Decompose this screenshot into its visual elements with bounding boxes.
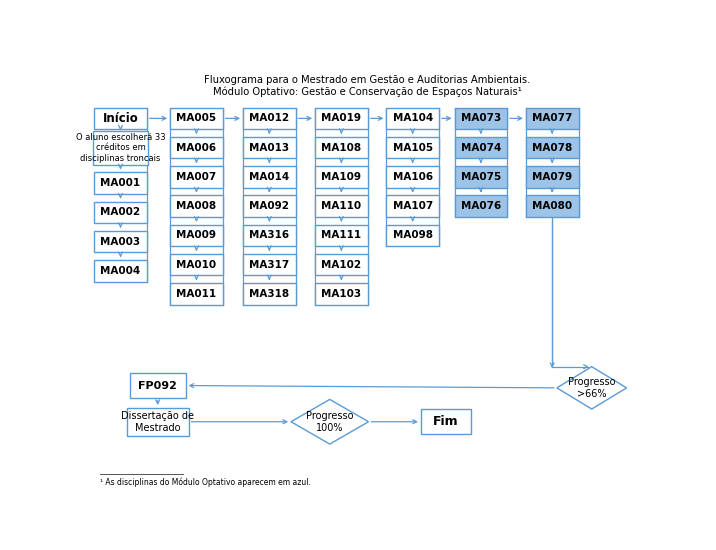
FancyBboxPatch shape — [243, 283, 296, 305]
FancyBboxPatch shape — [127, 408, 189, 436]
Text: MA014: MA014 — [249, 172, 289, 182]
FancyBboxPatch shape — [387, 108, 439, 129]
FancyBboxPatch shape — [243, 166, 296, 188]
Text: MA010: MA010 — [176, 260, 216, 270]
Text: MA013: MA013 — [249, 142, 289, 152]
Text: MA004: MA004 — [100, 266, 140, 276]
Text: MA105: MA105 — [392, 142, 432, 152]
Text: MA092: MA092 — [249, 201, 289, 211]
Text: MA102: MA102 — [321, 260, 362, 270]
Text: MA005: MA005 — [176, 113, 216, 123]
Text: MA077: MA077 — [532, 113, 572, 123]
FancyBboxPatch shape — [455, 137, 507, 158]
Text: Fim: Fim — [433, 415, 459, 428]
FancyBboxPatch shape — [94, 108, 147, 129]
FancyBboxPatch shape — [170, 195, 223, 217]
Text: MA006: MA006 — [176, 142, 216, 152]
FancyBboxPatch shape — [421, 409, 471, 434]
Text: O aluno escolherá 33
créditos em
disciplinas troncais: O aluno escolherá 33 créditos em discipl… — [76, 133, 165, 162]
FancyBboxPatch shape — [243, 108, 296, 129]
FancyBboxPatch shape — [315, 137, 368, 158]
Text: MA009: MA009 — [176, 230, 216, 240]
Text: MA073: MA073 — [461, 113, 501, 123]
Text: MA002: MA002 — [100, 207, 140, 217]
FancyBboxPatch shape — [94, 231, 147, 252]
FancyBboxPatch shape — [92, 131, 148, 164]
FancyBboxPatch shape — [315, 283, 368, 305]
Text: MA001: MA001 — [100, 178, 140, 188]
FancyBboxPatch shape — [387, 137, 439, 158]
Text: MA008: MA008 — [176, 201, 216, 211]
Text: MA076: MA076 — [461, 201, 501, 211]
Text: MA108: MA108 — [321, 142, 362, 152]
Text: Módulo Optativo: Gestão e Conservação de Espaços Naturais¹: Módulo Optativo: Gestão e Conservação de… — [213, 86, 521, 96]
FancyBboxPatch shape — [315, 224, 368, 246]
Text: MA107: MA107 — [392, 201, 432, 211]
FancyBboxPatch shape — [387, 224, 439, 246]
FancyBboxPatch shape — [455, 195, 507, 217]
FancyBboxPatch shape — [130, 373, 185, 398]
FancyBboxPatch shape — [94, 260, 147, 282]
FancyBboxPatch shape — [243, 254, 296, 276]
FancyBboxPatch shape — [170, 137, 223, 158]
Text: MA318: MA318 — [249, 289, 289, 299]
Text: FP092: FP092 — [138, 381, 177, 390]
FancyBboxPatch shape — [387, 166, 439, 188]
FancyBboxPatch shape — [387, 195, 439, 217]
Text: MA111: MA111 — [321, 230, 362, 240]
FancyBboxPatch shape — [315, 166, 368, 188]
Text: MA080: MA080 — [532, 201, 572, 211]
Text: MA012: MA012 — [249, 113, 289, 123]
FancyBboxPatch shape — [170, 108, 223, 129]
FancyBboxPatch shape — [170, 254, 223, 276]
FancyBboxPatch shape — [455, 108, 507, 129]
Polygon shape — [557, 367, 626, 409]
Text: MA103: MA103 — [321, 289, 362, 299]
FancyBboxPatch shape — [315, 108, 368, 129]
Text: MA098: MA098 — [392, 230, 432, 240]
FancyBboxPatch shape — [526, 108, 579, 129]
FancyBboxPatch shape — [243, 137, 296, 158]
Text: Progresso
100%: Progresso 100% — [306, 411, 354, 432]
Text: Início: Início — [102, 112, 138, 125]
FancyBboxPatch shape — [315, 195, 368, 217]
FancyBboxPatch shape — [170, 166, 223, 188]
FancyBboxPatch shape — [455, 166, 507, 188]
FancyBboxPatch shape — [94, 172, 147, 194]
FancyBboxPatch shape — [243, 195, 296, 217]
FancyBboxPatch shape — [526, 166, 579, 188]
Text: MA079: MA079 — [532, 172, 572, 182]
Text: MA109: MA109 — [321, 172, 362, 182]
FancyBboxPatch shape — [315, 254, 368, 276]
FancyBboxPatch shape — [526, 137, 579, 158]
Text: MA078: MA078 — [532, 142, 572, 152]
Text: MA104: MA104 — [392, 113, 432, 123]
Text: Fluxograma para o Mestrado em Gestão e Auditorias Ambientais.: Fluxograma para o Mestrado em Gestão e A… — [204, 75, 530, 85]
Text: ¹ As disciplinas do Módulo Optativo aparecem em azul.: ¹ As disciplinas do Módulo Optativo apar… — [100, 478, 311, 487]
Text: MA317: MA317 — [249, 260, 289, 270]
FancyBboxPatch shape — [94, 201, 147, 223]
Text: MA074: MA074 — [460, 142, 501, 152]
FancyBboxPatch shape — [170, 283, 223, 305]
Text: Dissertação de
Mestrado: Dissertação de Mestrado — [121, 411, 194, 432]
FancyBboxPatch shape — [526, 195, 579, 217]
Text: MA075: MA075 — [461, 172, 501, 182]
FancyBboxPatch shape — [170, 224, 223, 246]
Text: MA011: MA011 — [176, 289, 216, 299]
Text: MA316: MA316 — [249, 230, 289, 240]
Polygon shape — [291, 399, 369, 444]
FancyBboxPatch shape — [243, 224, 296, 246]
Text: MA007: MA007 — [176, 172, 216, 182]
Text: MA110: MA110 — [321, 201, 362, 211]
Text: Progresso
>66%: Progresso >66% — [568, 377, 616, 399]
Text: MA019: MA019 — [321, 113, 362, 123]
Text: MA106: MA106 — [392, 172, 432, 182]
Text: MA003: MA003 — [100, 236, 140, 246]
